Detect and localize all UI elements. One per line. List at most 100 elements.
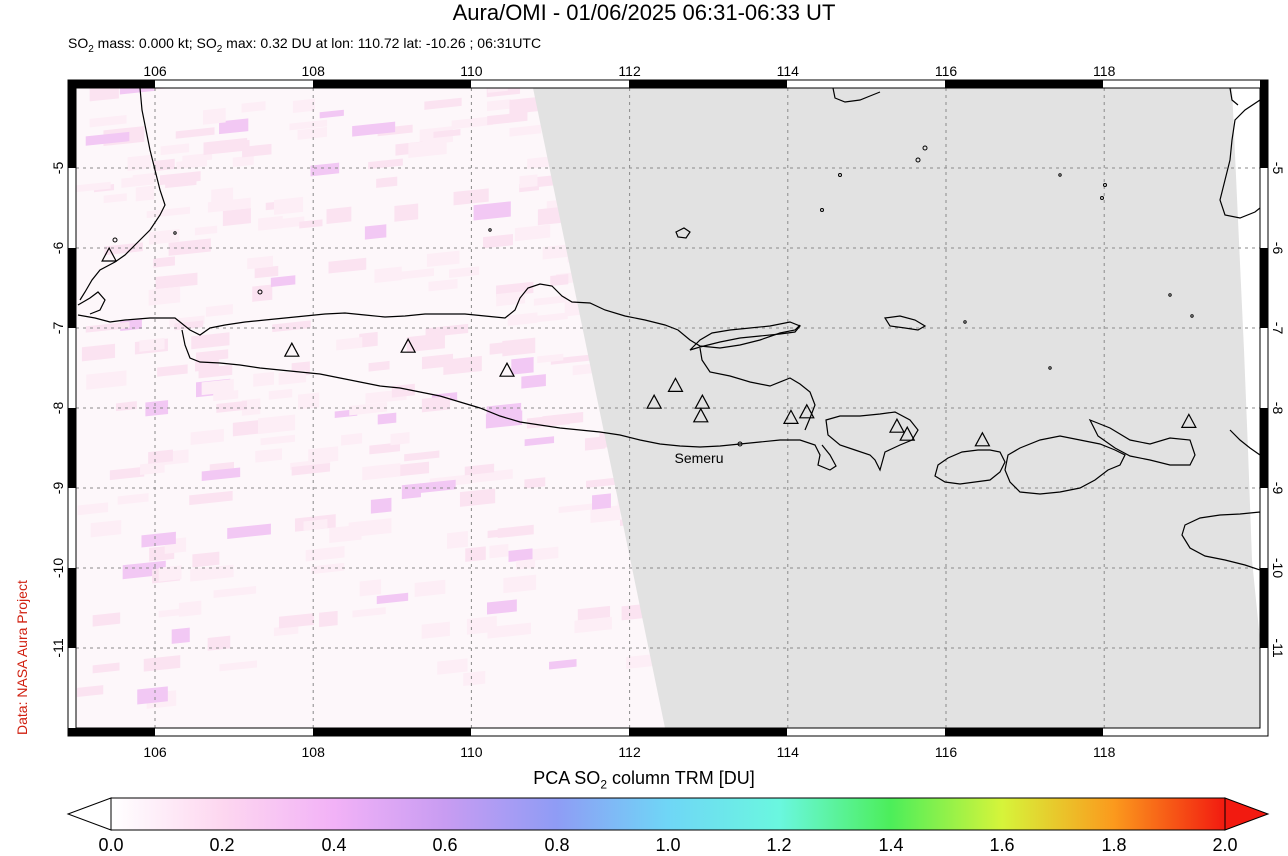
so2-pixel xyxy=(530,312,568,323)
so2-pixel xyxy=(463,670,486,686)
so2-pixel xyxy=(104,242,143,256)
so2-pixel xyxy=(81,343,116,362)
so2-pixel xyxy=(305,545,345,562)
so2-pixel xyxy=(404,450,440,462)
lon-tick-label: 106 xyxy=(143,63,167,79)
small-islands xyxy=(112,145,1194,447)
sumbawa-east xyxy=(1088,418,1196,466)
so2-pixel xyxy=(377,412,397,425)
sumba-island xyxy=(1181,511,1260,571)
so2-pixel xyxy=(528,546,559,562)
lat-tick-label: -9 xyxy=(1270,482,1286,495)
lon-tick-label: 106 xyxy=(143,744,167,760)
so2-pixel xyxy=(364,224,387,240)
so2-pixel xyxy=(473,201,511,221)
frame-bar xyxy=(313,80,471,88)
so2-pixel xyxy=(90,519,122,538)
so2-pixel xyxy=(254,265,279,279)
colorbar-min-arrow xyxy=(66,797,112,831)
grid-lines xyxy=(76,88,1260,728)
so2-pixel xyxy=(203,107,226,125)
so2-pixel xyxy=(503,574,537,594)
volcano-icon xyxy=(646,393,663,409)
so2-pixel xyxy=(232,67,268,77)
so2-pixel xyxy=(299,219,323,229)
so2-pixel xyxy=(253,371,275,387)
so2-pixel xyxy=(297,127,327,140)
colorbar-tick: 2.0 xyxy=(1212,835,1238,855)
so2-pixel xyxy=(159,171,201,186)
lon-tick-label: 110 xyxy=(460,63,483,79)
so2-pixel xyxy=(203,137,248,156)
so2-pixel xyxy=(85,131,130,146)
lon-tick-label: 112 xyxy=(618,63,641,79)
so2-pixel xyxy=(487,111,528,126)
frame-bar xyxy=(1260,408,1268,488)
so2-pixel xyxy=(157,364,188,377)
lon-tick-label: 116 xyxy=(935,744,958,760)
so2-pixel xyxy=(190,564,234,582)
lon-labels-top: 106 108 110 112 114 116 118 xyxy=(143,63,1115,79)
so2-pixel xyxy=(359,331,378,348)
so2-pixel xyxy=(299,54,329,63)
so2-pixel xyxy=(414,579,446,597)
kalimantan-coast xyxy=(1219,99,1260,219)
volcano-label: Semeru xyxy=(674,450,723,466)
bawean-island xyxy=(675,227,691,239)
lat-tick-label: -5 xyxy=(1270,162,1286,175)
so2-pixel xyxy=(542,412,584,427)
so2-pixel xyxy=(394,203,419,222)
frame-bar xyxy=(1260,248,1268,328)
colorbar-gradient xyxy=(110,797,1226,831)
so2-pixel xyxy=(155,272,198,290)
frame-bar xyxy=(629,80,787,88)
so2-pixel xyxy=(109,466,145,481)
volcano-icon xyxy=(899,425,916,441)
so2-pixel xyxy=(241,101,266,113)
so2-pixel xyxy=(278,369,307,385)
frame-bar xyxy=(313,728,471,736)
kalimantan-top xyxy=(832,88,881,103)
so2-pixel xyxy=(89,115,127,128)
volcano-icon xyxy=(974,431,991,447)
so2-pixel xyxy=(153,256,175,268)
lon-tick-label: 112 xyxy=(618,744,641,760)
so2-pixel xyxy=(424,97,462,110)
so2-pixel xyxy=(119,88,155,95)
frame-bar xyxy=(945,728,1103,736)
coastlines xyxy=(77,88,1260,571)
so2-pixel xyxy=(508,548,533,562)
lat-tick-label: -11 xyxy=(1270,638,1286,657)
so2-pixel xyxy=(278,613,315,629)
lat-tick-label: -9 xyxy=(50,482,66,495)
so2-pixel xyxy=(362,463,401,481)
colorbar-tick: 1.2 xyxy=(766,835,792,855)
so2-pixel xyxy=(274,196,304,215)
so2-pixel xyxy=(584,436,606,451)
sumbawa-island xyxy=(1004,435,1126,495)
colorbar-tick: 1.4 xyxy=(878,835,904,855)
so2-pixel xyxy=(425,323,469,338)
frame-bar xyxy=(68,728,155,736)
colorbar-ticks: 0.0 0.2 0.4 0.6 0.8 1.0 1.2 1.4 1.6 1.8 … xyxy=(0,835,1288,855)
so2-pixel xyxy=(291,463,331,476)
colorbar-tick: 0.6 xyxy=(432,835,458,855)
frame-bar xyxy=(945,80,1103,88)
so2-pixel xyxy=(308,446,339,465)
volcano-icon xyxy=(888,417,905,433)
colorbar-max-arrow xyxy=(1224,797,1270,831)
so2-pixel xyxy=(160,143,190,156)
so2-pixel xyxy=(465,546,486,562)
so2-pixel xyxy=(191,332,230,350)
lat-tick-label: -7 xyxy=(50,322,66,335)
so2-pixel xyxy=(621,603,646,621)
so2-pixel xyxy=(485,410,523,429)
so2-pixel xyxy=(85,321,130,333)
kalimantan-right xyxy=(1229,88,1239,106)
so2-pixel xyxy=(459,488,496,507)
colorbar-tick: 0.4 xyxy=(321,835,347,855)
lon-tick-label: 118 xyxy=(1093,744,1116,760)
so2-pixel xyxy=(270,275,296,287)
lon-tick-label: 114 xyxy=(777,744,800,760)
so2-pixel xyxy=(258,215,283,231)
